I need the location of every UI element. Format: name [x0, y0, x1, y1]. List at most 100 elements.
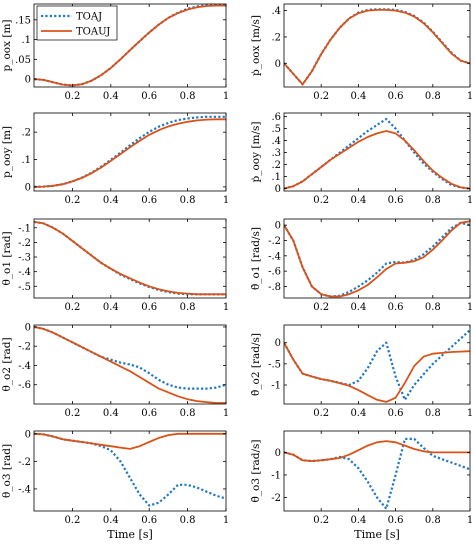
y-tick-label: -.4 — [268, 251, 281, 262]
y-tick-label: -.2 — [18, 342, 31, 353]
y-tick-label: .4 — [271, 6, 281, 17]
x-tick-label: 1 — [467, 195, 473, 206]
series-line-toauj — [284, 342, 470, 403]
subplot-7: 0.2 0.4 0.6 0.8 1 0 -.2 -.4 -.6 θ_o2 [rad] — [1, 322, 229, 419]
x-tick-label: 0.6 — [388, 408, 404, 419]
x-tick-label: 0.2 — [313, 91, 329, 102]
x-tick-label: 1 — [467, 91, 473, 102]
series-line-toaj — [34, 115, 226, 188]
x-tick-label: 0.4 — [350, 91, 366, 102]
y-tick-label: 0 — [25, 429, 31, 440]
series-line-toauj — [34, 4, 226, 87]
x-tick-label: 1 — [223, 515, 229, 526]
x-tick-label: 1 — [223, 195, 229, 206]
x-tick-label: 0.8 — [425, 195, 441, 206]
x-tick-label: 0.8 — [425, 302, 441, 313]
series-line-toaj — [284, 437, 470, 510]
x-tick-label: 0.4 — [350, 195, 366, 206]
series-line-toaj — [34, 432, 226, 507]
y-tick-label: .2 — [21, 128, 31, 139]
x-tick-label: 0.6 — [388, 302, 404, 313]
series-line-toaj — [284, 329, 470, 401]
x-tick-label: 0.4 — [103, 302, 119, 313]
series-line-toauj — [34, 118, 226, 188]
legend-label-toaj: TOAJ — [76, 12, 102, 23]
x-tick-label: 0.2 — [313, 302, 329, 313]
y-tick-label: -.8 — [268, 282, 281, 293]
y-tick-label: -.6 — [268, 267, 281, 278]
x-tick-label: 0.6 — [388, 195, 404, 206]
axes-box — [33, 324, 227, 405]
y-axis-label: θ̇_o1 [rad/s] — [249, 227, 262, 290]
y-axis-label: θ_o2 [rad] — [1, 337, 13, 391]
subplot-6: 0.2 0.4 0.6 0.8 1 0 -.2 -.4 -.6 -.8 θ̇_o1 [rad/s] — [249, 218, 473, 313]
x-tick-label: 0.6 — [141, 91, 157, 102]
x-tick-label: 1 — [223, 91, 229, 102]
subplot-10: 0.2 0.4 0.6 0.8 1 0 -1 -2 θ̇_o3 [rad/s] — [249, 430, 473, 526]
legend-label-toauj: TOAUJ — [76, 27, 110, 38]
x-tick-label: 0.8 — [180, 91, 196, 102]
y-axis-label: p_oox [m] — [1, 19, 13, 71]
x-tick-label: 0.4 — [103, 91, 119, 102]
y-tick-label: -1 — [271, 380, 281, 391]
y-tick-label: -2 — [271, 493, 281, 504]
subplot-8: 0.2 0.4 0.6 0.8 1 0 -.5 -1 θ̇_o2 [rad/s] — [249, 324, 473, 419]
y-tick-label: 0 — [25, 182, 31, 193]
legend: TOAJ TOAUJ — [36, 5, 118, 41]
series-line-toauj — [34, 432, 226, 450]
y-axis-label: ṗ_oox [m/s] — [250, 15, 262, 76]
y-tick-label: -.1 — [18, 223, 31, 234]
y-tick-label: -.6 — [18, 380, 31, 391]
x-tick-label: 0.2 — [64, 302, 80, 313]
subplot-1: 0.2 0.4 0.6 0.8 1 0 .05 .1 .15p_oox [m] — [1, 3, 229, 102]
x-axis-label: Time [s] — [107, 528, 153, 541]
y-tick-label: .2 — [271, 32, 281, 43]
x-tick-label: 1 — [223, 302, 229, 313]
x-tick-label: 0.4 — [103, 515, 119, 526]
subplot-2: 0.2 0.4 0.6 0.8 10.2.4ṗ_oox [m/s] — [250, 3, 473, 102]
y-tick-label: -.3 — [18, 253, 31, 264]
x-tick-label: 0.2 — [64, 195, 80, 206]
series-line-toaj — [34, 325, 226, 390]
x-tick-label: 0.2 — [64, 515, 80, 526]
y-tick-label: -.5 — [18, 282, 31, 293]
x-tick-label: 0.8 — [425, 515, 441, 526]
x-tick-label: 1 — [467, 302, 473, 313]
series-line-toauj — [284, 130, 470, 190]
axes-box — [33, 218, 227, 299]
y-axis-label: ṗ_ooy [m/s] — [250, 122, 262, 183]
x-tick-label: 0.2 — [313, 195, 329, 206]
y-tick-label: -1 — [271, 470, 281, 481]
axes-box — [283, 112, 471, 192]
x-tick-label: 0.8 — [180, 302, 196, 313]
y-axis-label: p_ooy [m] — [1, 126, 13, 178]
x-tick-label: 1 — [467, 515, 473, 526]
series-line-toauj — [284, 220, 470, 298]
x-tick-label: 0.2 — [313, 515, 329, 526]
y-axis-label: θ_o1 [rad] — [1, 231, 13, 285]
y-tick-label: 0 — [275, 59, 281, 70]
x-tick-label: 1 — [223, 408, 229, 419]
x-tick-label: 1 — [467, 408, 473, 419]
x-tick-label: 0.8 — [180, 408, 196, 419]
y-tick-label: -.2 — [18, 238, 31, 249]
axes-box — [283, 324, 471, 405]
x-tick-label: 0.8 — [180, 515, 196, 526]
series-line-toauj — [284, 8, 470, 86]
subplot-3: 0.2 0.4 0.6 0.8 1 0 .1 .2 p_ooy [m] — [1, 112, 229, 206]
x-tick-label: 0.4 — [103, 195, 119, 206]
axes-box — [283, 430, 471, 512]
axes-box — [283, 3, 471, 88]
y-axis-label: θ̇_o3 [rad/s] — [249, 439, 262, 502]
y-tick-label: .6 — [271, 112, 281, 123]
y-tick-label: -.4 — [18, 361, 31, 372]
y-tick-label: -.2 — [18, 457, 31, 468]
subplot-4: 0.2 0.4 0.6 0.8 1 0.1.2.3.4.5.6 ṗ_ooy [m/s] — [250, 112, 473, 206]
y-axis-label: θ̇_o2 [rad/s] — [249, 333, 262, 396]
x-tick-label: 0.8 — [180, 195, 196, 206]
y-tick-label: .4 — [271, 136, 281, 147]
y-tick-label: .15 — [15, 15, 31, 26]
axes-box — [33, 3, 227, 88]
y-tick-label: .1 — [21, 35, 31, 46]
